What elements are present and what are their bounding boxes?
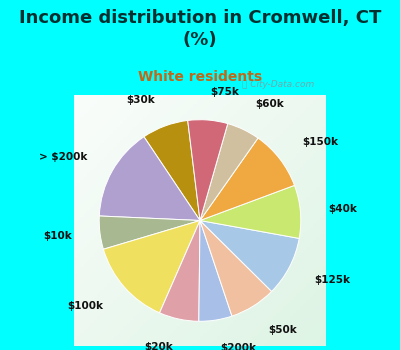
Text: $10k: $10k xyxy=(43,231,72,241)
Wedge shape xyxy=(103,220,200,313)
Wedge shape xyxy=(99,216,200,249)
Text: > $200k: > $200k xyxy=(39,152,88,162)
Text: $20k: $20k xyxy=(144,342,173,350)
Text: White residents: White residents xyxy=(138,70,262,84)
Wedge shape xyxy=(200,124,258,220)
Wedge shape xyxy=(199,220,232,321)
Wedge shape xyxy=(160,220,200,321)
Wedge shape xyxy=(188,120,228,220)
Text: $150k: $150k xyxy=(302,137,338,147)
Text: $125k: $125k xyxy=(314,275,350,285)
Text: $75k: $75k xyxy=(210,87,239,97)
Text: $50k: $50k xyxy=(268,325,297,335)
Wedge shape xyxy=(144,120,200,220)
Text: $30k: $30k xyxy=(126,94,155,105)
Text: $100k: $100k xyxy=(67,301,103,311)
Wedge shape xyxy=(200,220,299,292)
Text: Income distribution in Cromwell, CT
(%): Income distribution in Cromwell, CT (%) xyxy=(19,9,381,49)
Wedge shape xyxy=(200,186,301,238)
Text: ⓘ City-Data.com: ⓘ City-Data.com xyxy=(242,80,315,89)
Text: $60k: $60k xyxy=(256,99,284,109)
Wedge shape xyxy=(200,138,294,220)
Wedge shape xyxy=(200,220,272,316)
Text: $200k: $200k xyxy=(220,343,256,350)
Text: $40k: $40k xyxy=(328,204,357,214)
Wedge shape xyxy=(99,137,200,220)
